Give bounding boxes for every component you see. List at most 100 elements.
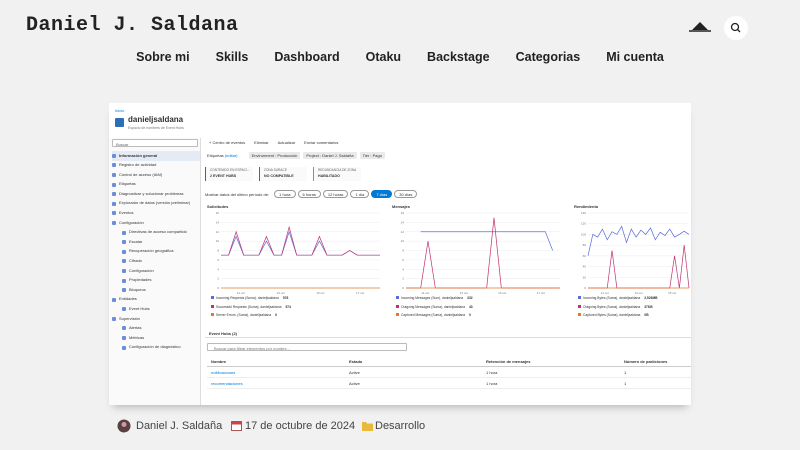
sidebar-item[interactable]: Bloqueos [112, 285, 200, 295]
resource-subtitle: Espacio de nombres de Event Hubs [128, 126, 184, 130]
period-button[interactable]: 1 día [350, 190, 369, 198]
sidebar-label: Event Hubs [129, 307, 150, 312]
toolbar-button[interactable]: Eliminar [254, 140, 268, 145]
sidebar-icon [122, 336, 126, 340]
sidebar-icon [122, 288, 126, 292]
period-button[interactable]: 6 horas [298, 190, 321, 198]
sidebar-label: Etiquetas [119, 182, 136, 187]
sidebar-item[interactable]: Configuración de diagnóstico [112, 343, 200, 353]
legend-swatch [396, 313, 399, 316]
sidebar-icon [122, 269, 126, 273]
toolbar-button[interactable]: + Centro de eventos [209, 140, 245, 145]
legend-total: 2,526MB [644, 296, 657, 300]
y-tick-label: 6 [217, 258, 219, 262]
sidebar-item[interactable]: Alertas [112, 324, 200, 334]
period-button[interactable]: 7 días [371, 190, 392, 198]
filter-box[interactable]: Buscar para filtrar elementos por nombre… [207, 343, 407, 351]
period-button[interactable]: 12 horas [323, 190, 349, 198]
card-value: HABILITADO [318, 174, 357, 178]
cell[interactable]: notificaciones [211, 370, 235, 375]
sidebar-item[interactable]: Propiedades [112, 276, 200, 286]
nav-link[interactable]: Categorias [516, 50, 581, 64]
nav-link[interactable]: Mi cuenta [606, 50, 664, 64]
legend-name: Captured Bytes (Suma), danieljsaldana [583, 313, 640, 317]
sidebar-item[interactable]: Event Hubs [112, 305, 200, 315]
sidebar-item[interactable]: Escalar [112, 237, 200, 247]
y-tick-label: 10 [216, 239, 220, 243]
column-header[interactable]: Nombre [211, 359, 226, 364]
author[interactable]: Daniel J. Saldaña [136, 420, 222, 432]
legend-name: Incoming Bytes (Suma), danieljsaldana [583, 296, 640, 300]
nav-link[interactable]: Sobre mi [136, 50, 190, 64]
legend-swatch [578, 296, 581, 299]
y-tick-label: 10 [401, 239, 405, 243]
cell[interactable]: recomendaciones [211, 381, 243, 386]
card-label: CONTENIDO EN ESPACI... [210, 168, 249, 172]
column-header[interactable]: Número de particiones [624, 359, 667, 364]
legend-name: Incoming Messages (Sum), danieljsaldana [401, 296, 463, 300]
sidebar-item[interactable]: Etiquetas [112, 180, 200, 190]
sidebar-item[interactable]: Registro de actividad [112, 161, 200, 171]
sidebar-item[interactable]: Eventos [112, 209, 200, 219]
sidebar-item[interactable]: Supervisión [112, 314, 200, 324]
sidebar-label: Configuración [119, 221, 144, 226]
chart-title: Mensajes [392, 204, 410, 209]
sidebar-item[interactable]: Explorador de datos (versión preliminar) [112, 199, 200, 209]
legend-total: 576 [283, 296, 289, 300]
sidebar-icon [122, 279, 126, 283]
tags: Etiquetas (editar) Environment : Producc… [207, 152, 388, 159]
sidebar-item[interactable]: Directivas de acceso compartido [112, 228, 200, 238]
x-tick-label: 15 oct [316, 291, 324, 295]
y-tick-label: 12 [216, 230, 220, 234]
legend-name: Captured Messages (Suma), danieljsaldana [401, 313, 465, 317]
sidebar-item[interactable]: Configuración [112, 218, 200, 228]
toolbar-button[interactable]: Enviar comentarios [304, 140, 338, 145]
tags-edit[interactable]: (editar) [225, 153, 238, 158]
search-button[interactable] [724, 16, 748, 40]
y-tick-label: 80 [583, 243, 587, 247]
sidebar-item[interactable]: Entidades [112, 295, 200, 305]
y-tick-label: 2 [217, 277, 219, 281]
sidebar-icon [112, 154, 116, 158]
nav-link[interactable]: Backstage [427, 50, 490, 64]
sidebar-label: Eventos [119, 211, 133, 216]
y-tick-label: 4 [402, 267, 404, 271]
toolbar-button[interactable]: Actualizar [278, 140, 296, 145]
sidebar-item[interactable]: Cifrado [112, 257, 200, 267]
column-header[interactable]: Retención de mensajes [486, 359, 530, 364]
sidebar-label: Propiedades [129, 278, 151, 283]
sidebar-list: Información general Registro de actividad… [112, 151, 200, 352]
sidebar-item[interactable]: Información general [112, 151, 200, 161]
x-tick-label: 13 oct [460, 291, 468, 295]
sidebar-item[interactable]: Métricas [112, 333, 200, 343]
theme-icon[interactable] [692, 22, 708, 30]
y-tick-label: 0 [402, 286, 404, 290]
series-line [406, 218, 560, 288]
category[interactable]: Desarrollo [375, 420, 425, 432]
x-tick-label: 17 oct [356, 291, 364, 295]
period-button[interactable]: 30 días [394, 190, 417, 198]
y-tick-label: 14 [401, 220, 405, 224]
legend-total: 37KB [644, 305, 652, 309]
y-tick-label: 20 [583, 275, 587, 279]
nav-link[interactable]: Skills [216, 50, 249, 64]
sidebar-item[interactable]: Configuración [112, 266, 200, 276]
y-tick-label: 16 [216, 211, 220, 215]
sidebar-search[interactable]: Buscar [112, 139, 198, 147]
sidebar-label: Registro de actividad [119, 163, 156, 168]
x-tick-label: 13 oct [277, 291, 285, 295]
legend-swatch [396, 305, 399, 308]
column-header[interactable]: Estado [349, 359, 362, 364]
sidebar-item[interactable]: Control de acceso (IAM) [112, 170, 200, 180]
sidebar-icon [112, 202, 116, 206]
sidebar-item[interactable]: Recuperación geográfica [112, 247, 200, 257]
nav-link[interactable]: Dashboard [274, 50, 339, 64]
nav-link[interactable]: Otaku [366, 50, 401, 64]
period-button[interactable]: 1 hora [274, 190, 295, 198]
card-value: NO COMPATIBLE [264, 174, 303, 178]
tags-label: Etiquetas [207, 153, 224, 158]
sidebar-item[interactable]: Diagnosticar y solucionar problemas [112, 189, 200, 199]
sidebar-icon [122, 231, 126, 235]
site-title[interactable]: Daniel J. Saldana [26, 14, 239, 37]
